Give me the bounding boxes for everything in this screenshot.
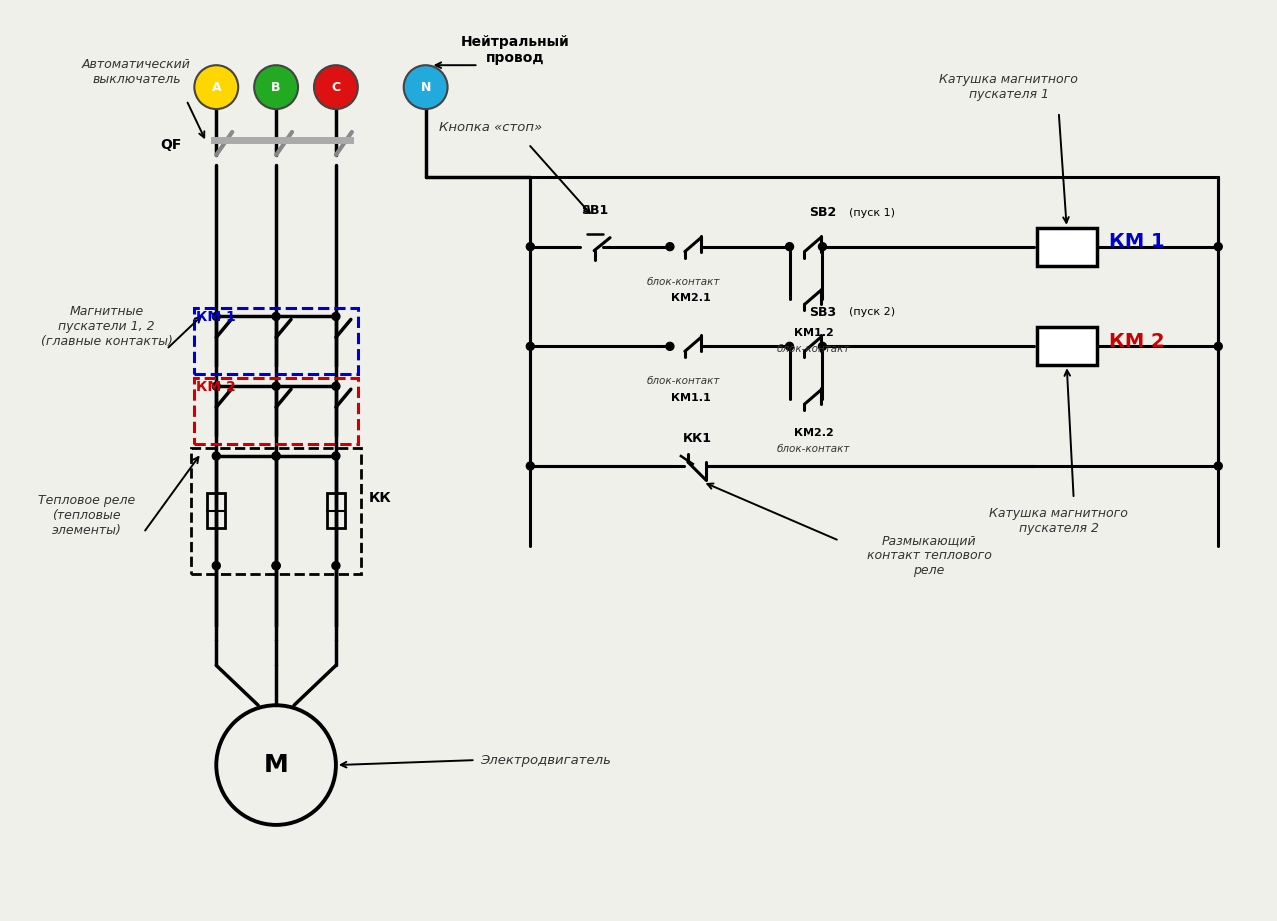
Text: (пуск 1): (пуск 1): [849, 208, 895, 217]
Text: КМ 2: КМ 2: [1108, 332, 1165, 351]
Text: SB1: SB1: [581, 204, 609, 217]
Text: КМ1.2: КМ1.2: [793, 329, 834, 338]
Circle shape: [1214, 343, 1222, 350]
Circle shape: [785, 242, 793, 251]
Text: блок-контакт: блок-контакт: [646, 377, 719, 386]
Text: КМ1.1: КМ1.1: [670, 393, 711, 403]
Circle shape: [665, 242, 674, 251]
Text: N: N: [420, 81, 430, 94]
Circle shape: [332, 382, 340, 391]
Text: КМ 1: КМ 1: [1108, 232, 1165, 251]
Text: B: B: [271, 81, 281, 94]
Circle shape: [254, 65, 298, 109]
Text: Катушка магнитного
пускателя 2: Катушка магнитного пускателя 2: [990, 507, 1128, 535]
Text: SB3: SB3: [810, 306, 836, 319]
Text: (пуск 2): (пуск 2): [849, 308, 895, 318]
Text: КК: КК: [369, 491, 392, 506]
Text: QF: QF: [160, 138, 181, 152]
FancyBboxPatch shape: [1037, 227, 1097, 265]
Text: блок-контакт: блок-контакт: [646, 276, 719, 286]
Text: Магнитные
пускатели 1, 2
(главные контакты): Магнитные пускатели 1, 2 (главные контак…: [41, 305, 172, 348]
Text: КК1: КК1: [683, 432, 711, 445]
Text: Тепловое реле
(тепловые
элементы): Тепловое реле (тепловые элементы): [38, 495, 135, 537]
Circle shape: [665, 343, 674, 350]
Circle shape: [212, 312, 220, 321]
Text: М: М: [264, 753, 289, 777]
Text: Размыкающий
контакт теплового
реле: Размыкающий контакт теплового реле: [867, 534, 991, 577]
Circle shape: [272, 452, 280, 460]
Text: блок-контакт: блок-контакт: [776, 444, 850, 454]
Circle shape: [526, 462, 534, 470]
Circle shape: [1214, 242, 1222, 251]
Circle shape: [332, 562, 340, 570]
Circle shape: [272, 452, 280, 460]
Circle shape: [785, 343, 793, 350]
Text: SB2: SB2: [810, 206, 836, 219]
Circle shape: [212, 452, 220, 460]
Circle shape: [332, 312, 340, 321]
Text: Автоматический
выключатель: Автоматический выключатель: [82, 58, 192, 87]
Circle shape: [404, 65, 447, 109]
Text: Нейтральный
провод: Нейтральный провод: [461, 35, 570, 65]
Circle shape: [194, 65, 239, 109]
Circle shape: [819, 343, 826, 350]
Circle shape: [1214, 462, 1222, 470]
Text: Электродвигатель: Электродвигатель: [480, 753, 612, 766]
Circle shape: [272, 562, 280, 570]
Circle shape: [272, 382, 280, 391]
Text: КМ 1: КМ 1: [197, 310, 236, 324]
Circle shape: [526, 242, 534, 251]
Circle shape: [272, 312, 280, 321]
Text: Катушка магнитного
пускателя 1: Катушка магнитного пускателя 1: [940, 73, 1078, 101]
Circle shape: [212, 562, 220, 570]
Text: Кнопка «стоп»: Кнопка «стоп»: [439, 121, 541, 134]
Text: КМ2.1: КМ2.1: [670, 294, 711, 304]
Text: блок-контакт: блок-контакт: [776, 344, 850, 355]
Text: C: C: [331, 81, 341, 94]
Circle shape: [272, 562, 280, 570]
Text: КМ 2: КМ 2: [197, 380, 236, 394]
Text: A: A: [212, 81, 221, 94]
Circle shape: [819, 242, 826, 251]
Circle shape: [332, 452, 340, 460]
Text: КМ2.2: КМ2.2: [793, 428, 834, 438]
FancyBboxPatch shape: [1037, 327, 1097, 366]
Circle shape: [212, 382, 220, 391]
Circle shape: [526, 343, 534, 350]
Circle shape: [314, 65, 358, 109]
